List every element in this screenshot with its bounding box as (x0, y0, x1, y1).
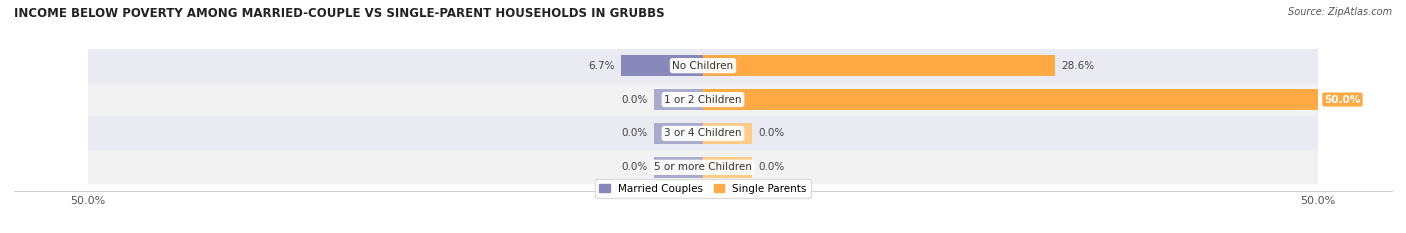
Text: 0.0%: 0.0% (621, 162, 648, 172)
Text: 50.0%: 50.0% (1324, 95, 1361, 105)
Bar (654, 157, 703, 178)
Text: 1 or 2 Children: 1 or 2 Children (664, 95, 742, 105)
Bar (654, 89, 703, 110)
Text: 0.0%: 0.0% (758, 128, 785, 138)
Text: 5 or more Children: 5 or more Children (654, 162, 752, 172)
Text: 0.0%: 0.0% (621, 128, 648, 138)
Bar (620, 55, 703, 76)
Text: 0.0%: 0.0% (621, 95, 648, 105)
Text: INCOME BELOW POVERTY AMONG MARRIED-COUPLE VS SINGLE-PARENT HOUSEHOLDS IN GRUBBS: INCOME BELOW POVERTY AMONG MARRIED-COUPL… (14, 7, 665, 20)
Text: Source: ZipAtlas.com: Source: ZipAtlas.com (1288, 7, 1392, 17)
Text: 0.0%: 0.0% (758, 162, 785, 172)
Bar (703, 123, 752, 144)
Bar (654, 123, 703, 144)
Bar (87, 83, 1319, 116)
Bar (703, 55, 1054, 76)
Text: 6.7%: 6.7% (588, 61, 614, 71)
Bar (703, 157, 752, 178)
Bar (87, 116, 1319, 150)
Text: 3 or 4 Children: 3 or 4 Children (664, 128, 742, 138)
Bar (703, 89, 1319, 110)
Text: No Children: No Children (672, 61, 734, 71)
Text: 28.6%: 28.6% (1062, 61, 1094, 71)
Bar (87, 49, 1319, 83)
Legend: Married Couples, Single Parents: Married Couples, Single Parents (595, 179, 811, 198)
Bar (87, 150, 1319, 184)
